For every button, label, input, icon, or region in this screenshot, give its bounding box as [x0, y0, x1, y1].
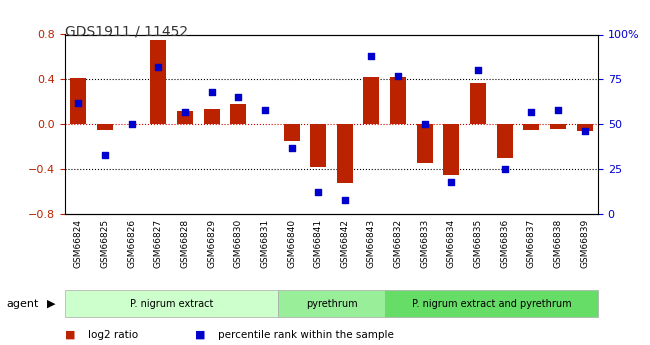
Text: ■: ■	[195, 330, 205, 339]
Point	[126, 121, 137, 127]
Bar	[470, 83, 486, 124]
Bar	[97, 124, 113, 130]
Point	[153, 64, 164, 70]
Point	[259, 107, 270, 112]
Text: P. nigrum extract and pyrethrum: P. nigrum extract and pyrethrum	[411, 299, 571, 308]
Point	[73, 100, 83, 106]
Bar	[230, 104, 246, 124]
Point	[233, 95, 244, 100]
Point	[580, 129, 590, 134]
Point	[553, 107, 564, 112]
Bar	[310, 124, 326, 167]
Text: percentile rank within the sample: percentile rank within the sample	[218, 330, 394, 339]
Point	[287, 145, 297, 150]
Bar	[203, 108, 220, 124]
Point	[100, 152, 110, 157]
Bar	[363, 77, 380, 124]
Text: log2 ratio: log2 ratio	[88, 330, 138, 339]
Point	[313, 190, 324, 195]
Bar	[337, 124, 353, 183]
Text: GDS1911 / 11452: GDS1911 / 11452	[65, 24, 188, 38]
Point	[179, 109, 190, 115]
Bar	[497, 124, 513, 158]
Text: agent: agent	[6, 299, 39, 308]
Point	[473, 68, 484, 73]
Bar	[550, 124, 566, 129]
Text: pyrethrum: pyrethrum	[306, 299, 358, 308]
Bar	[70, 78, 86, 124]
Bar	[417, 124, 433, 164]
Point	[526, 109, 537, 115]
Bar	[443, 124, 460, 175]
Bar	[283, 124, 300, 141]
Bar	[523, 124, 540, 130]
Bar	[150, 40, 166, 124]
Bar	[177, 111, 193, 124]
Point	[420, 121, 430, 127]
Bar	[390, 77, 406, 124]
Point	[339, 197, 350, 202]
Text: P. nigrum extract: P. nigrum extract	[130, 299, 213, 308]
Point	[393, 73, 403, 79]
Point	[500, 166, 510, 172]
Point	[206, 89, 216, 95]
Text: ▶: ▶	[47, 299, 55, 308]
Point	[446, 179, 456, 184]
Text: ■: ■	[65, 330, 75, 339]
Point	[367, 53, 377, 59]
Bar	[577, 124, 593, 131]
